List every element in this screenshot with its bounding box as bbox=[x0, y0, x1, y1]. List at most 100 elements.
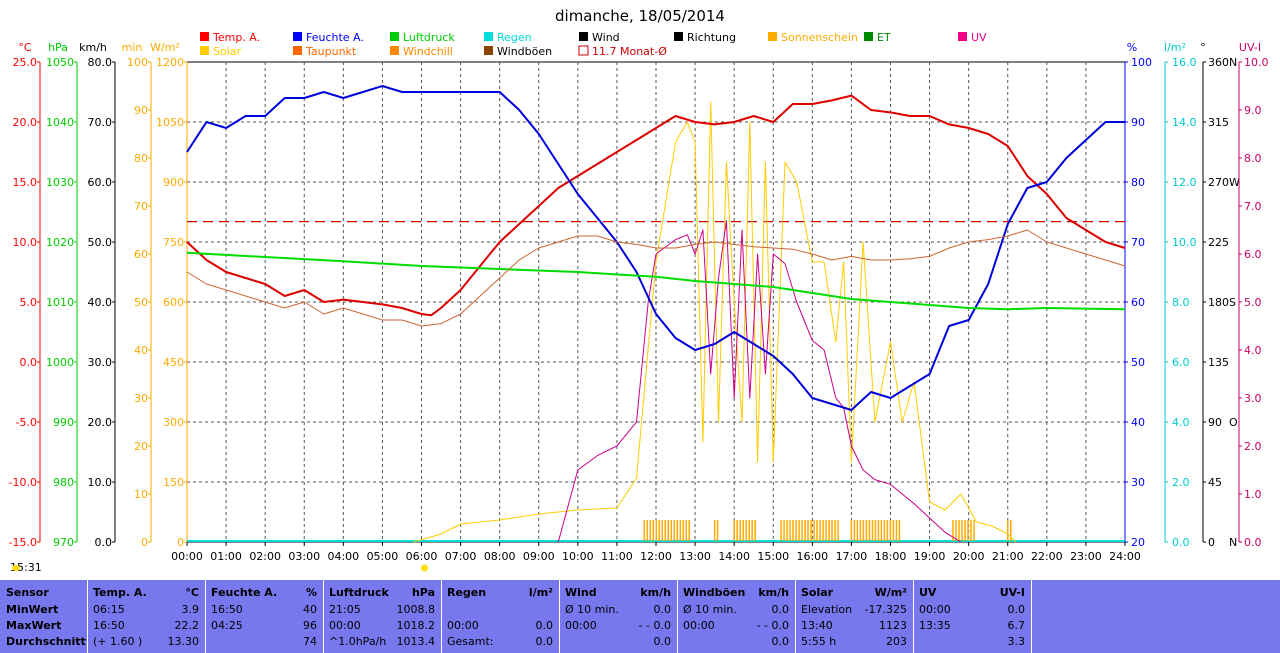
stats-header-label: UV bbox=[919, 586, 937, 599]
uv-tick-label: 4.0 bbox=[1244, 344, 1262, 357]
stats-value: 40 bbox=[303, 603, 317, 616]
stats-row-label: MaxWert bbox=[6, 619, 62, 632]
stats-time: 21:05 bbox=[329, 603, 361, 616]
stats-row: 00:00 0.0 bbox=[441, 618, 559, 634]
stats-time: 00:00 bbox=[447, 619, 479, 632]
plot-area bbox=[186, 85, 1126, 572]
wind-tick-label: 60.0 bbox=[88, 176, 113, 189]
x-tick-label: 18:00 bbox=[875, 550, 907, 563]
direction-axis-unit: ° bbox=[1200, 41, 1206, 54]
humidity-tick-label: 30 bbox=[1131, 476, 1145, 489]
uv-tick-label: 0.0 bbox=[1244, 536, 1262, 549]
stats-row bbox=[441, 602, 559, 618]
stats-value: 13.30 bbox=[167, 635, 200, 648]
direction-letter: W bbox=[1229, 176, 1240, 189]
x-tick-label: 09:00 bbox=[523, 550, 555, 563]
uv-tick-label: 1.0 bbox=[1244, 488, 1262, 501]
min-axis-unit: min bbox=[122, 41, 143, 54]
rain-tick-label: 16.0 bbox=[1172, 56, 1197, 69]
chart-title: dimanche, 18/05/2014 bbox=[555, 7, 725, 25]
stats-value: 1123 bbox=[879, 619, 907, 632]
stats-header-unit: km/h bbox=[758, 586, 789, 599]
stats-value: - - 0.0 bbox=[756, 619, 789, 632]
stats-value: 6.7 bbox=[1007, 619, 1026, 632]
stats-time: 00:00 bbox=[329, 619, 361, 632]
stats-row: 00:00 - - 0.0 bbox=[677, 618, 795, 634]
legend-label: Regen bbox=[497, 31, 532, 44]
temp-tick-label: -5.0 bbox=[16, 416, 37, 429]
stats-header-label: Feuchte A. bbox=[211, 586, 278, 599]
temp-tick-label: 25.0 bbox=[13, 56, 38, 69]
stats-column-uv: UV UV-I 00:00 0.0 13:35 6.7 3.3 bbox=[913, 580, 1032, 653]
legend-label: Windchill bbox=[403, 45, 453, 58]
uv-tick-label: 8.0 bbox=[1244, 152, 1262, 165]
x-tick-label: 19:00 bbox=[914, 550, 946, 563]
direction-tick-label: 45 bbox=[1208, 476, 1222, 489]
stats-header-unit: UV-I bbox=[999, 586, 1025, 599]
stats-column-hum: Feuchte A.% 16:50 40 04:25 96 74 bbox=[205, 580, 324, 653]
min-tick-label: 0 bbox=[141, 536, 148, 549]
solar-tick-label: 450 bbox=[163, 356, 184, 369]
legend-swatch bbox=[390, 46, 399, 55]
uv-tick-label: 9.0 bbox=[1244, 104, 1262, 117]
series-line-temp-a- bbox=[186, 94, 1126, 317]
solar-tick-label: 900 bbox=[163, 176, 184, 189]
weather-chart: dimanche, 18/05/2014 Temp. A. Feuchte A. L… bbox=[9, 7, 1269, 572]
temp-axis-unit: °C bbox=[18, 41, 32, 54]
stats-value: 3.9 bbox=[181, 603, 200, 616]
stats-time: 16:50 bbox=[93, 619, 125, 632]
stats-time: 5:55 h bbox=[801, 635, 837, 648]
stats-row: MaxWert bbox=[0, 618, 87, 634]
uv-tick-label: 5.0 bbox=[1244, 296, 1262, 309]
x-tick-label: 24:00 bbox=[1109, 550, 1141, 563]
min-tick-label: 90 bbox=[134, 104, 148, 117]
min-tick-label: 30 bbox=[134, 392, 148, 405]
rain-axis-unit: l/m² bbox=[1164, 41, 1186, 54]
min-tick-label: 100 bbox=[127, 56, 148, 69]
stats-row: Durchschnitt bbox=[0, 634, 87, 650]
legend-label: ET bbox=[877, 31, 891, 44]
solar-tick-label: 150 bbox=[163, 476, 184, 489]
direction-tick-label: 225 bbox=[1208, 236, 1229, 249]
stats-value: 0.0 bbox=[771, 635, 790, 648]
stats-header: Temp. A. °C bbox=[87, 585, 205, 601]
legend-label: Windböen bbox=[497, 45, 552, 58]
stats-time: 13:40 bbox=[801, 619, 833, 632]
stats-header: Windböen km/h bbox=[677, 585, 795, 601]
x-tick-label: 06:00 bbox=[406, 550, 438, 563]
stats-header-label: Wind bbox=[565, 586, 597, 599]
direction-tick-label: 315 bbox=[1208, 116, 1229, 129]
stats-time: 00:00 bbox=[565, 619, 597, 632]
stats-header-label: Luftdruck bbox=[329, 586, 389, 599]
pressure-tick-label: 1030 bbox=[46, 176, 74, 189]
legend-swatch bbox=[958, 32, 967, 41]
pressure-tick-label: 1010 bbox=[46, 296, 74, 309]
wind-tick-label: 0.0 bbox=[95, 536, 113, 549]
stats-row: 3.3 bbox=[913, 634, 1031, 650]
stats-time: ^1.0hPa/h bbox=[329, 635, 387, 648]
direction-letter: S bbox=[1229, 296, 1236, 309]
min-tick-label: 80 bbox=[134, 152, 148, 165]
pressure-tick-label: 990 bbox=[53, 416, 74, 429]
solar-tick-label: 1050 bbox=[156, 116, 184, 129]
uv-tick-label: 6.0 bbox=[1244, 248, 1262, 261]
rain-tick-label: 10.0 bbox=[1172, 236, 1197, 249]
humidity-tick-label: 100 bbox=[1131, 56, 1152, 69]
uv-tick-label: 7.0 bbox=[1244, 200, 1262, 213]
stats-header-unit: % bbox=[305, 586, 317, 599]
stats-value: 1013.4 bbox=[396, 635, 436, 648]
pressure-tick-label: 1040 bbox=[46, 116, 74, 129]
stats-time: 00:00 bbox=[919, 603, 951, 616]
solar-tick-label: 0 bbox=[177, 536, 184, 549]
rain-tick-label: 12.0 bbox=[1172, 176, 1197, 189]
stats-header: Solar W/m² bbox=[795, 585, 913, 601]
temp-tick-label: 5.0 bbox=[20, 296, 38, 309]
min-tick-label: 20 bbox=[134, 440, 148, 453]
stats-time: Elevation bbox=[801, 603, 853, 616]
uv-line bbox=[557, 219, 962, 543]
stats-value: 0.0 bbox=[771, 603, 790, 616]
stats-header: Feuchte A.% bbox=[205, 585, 323, 601]
wind-tick-label: 20.0 bbox=[88, 416, 113, 429]
stats-value: 3.3 bbox=[1007, 635, 1026, 648]
solar-tick-label: 600 bbox=[163, 296, 184, 309]
